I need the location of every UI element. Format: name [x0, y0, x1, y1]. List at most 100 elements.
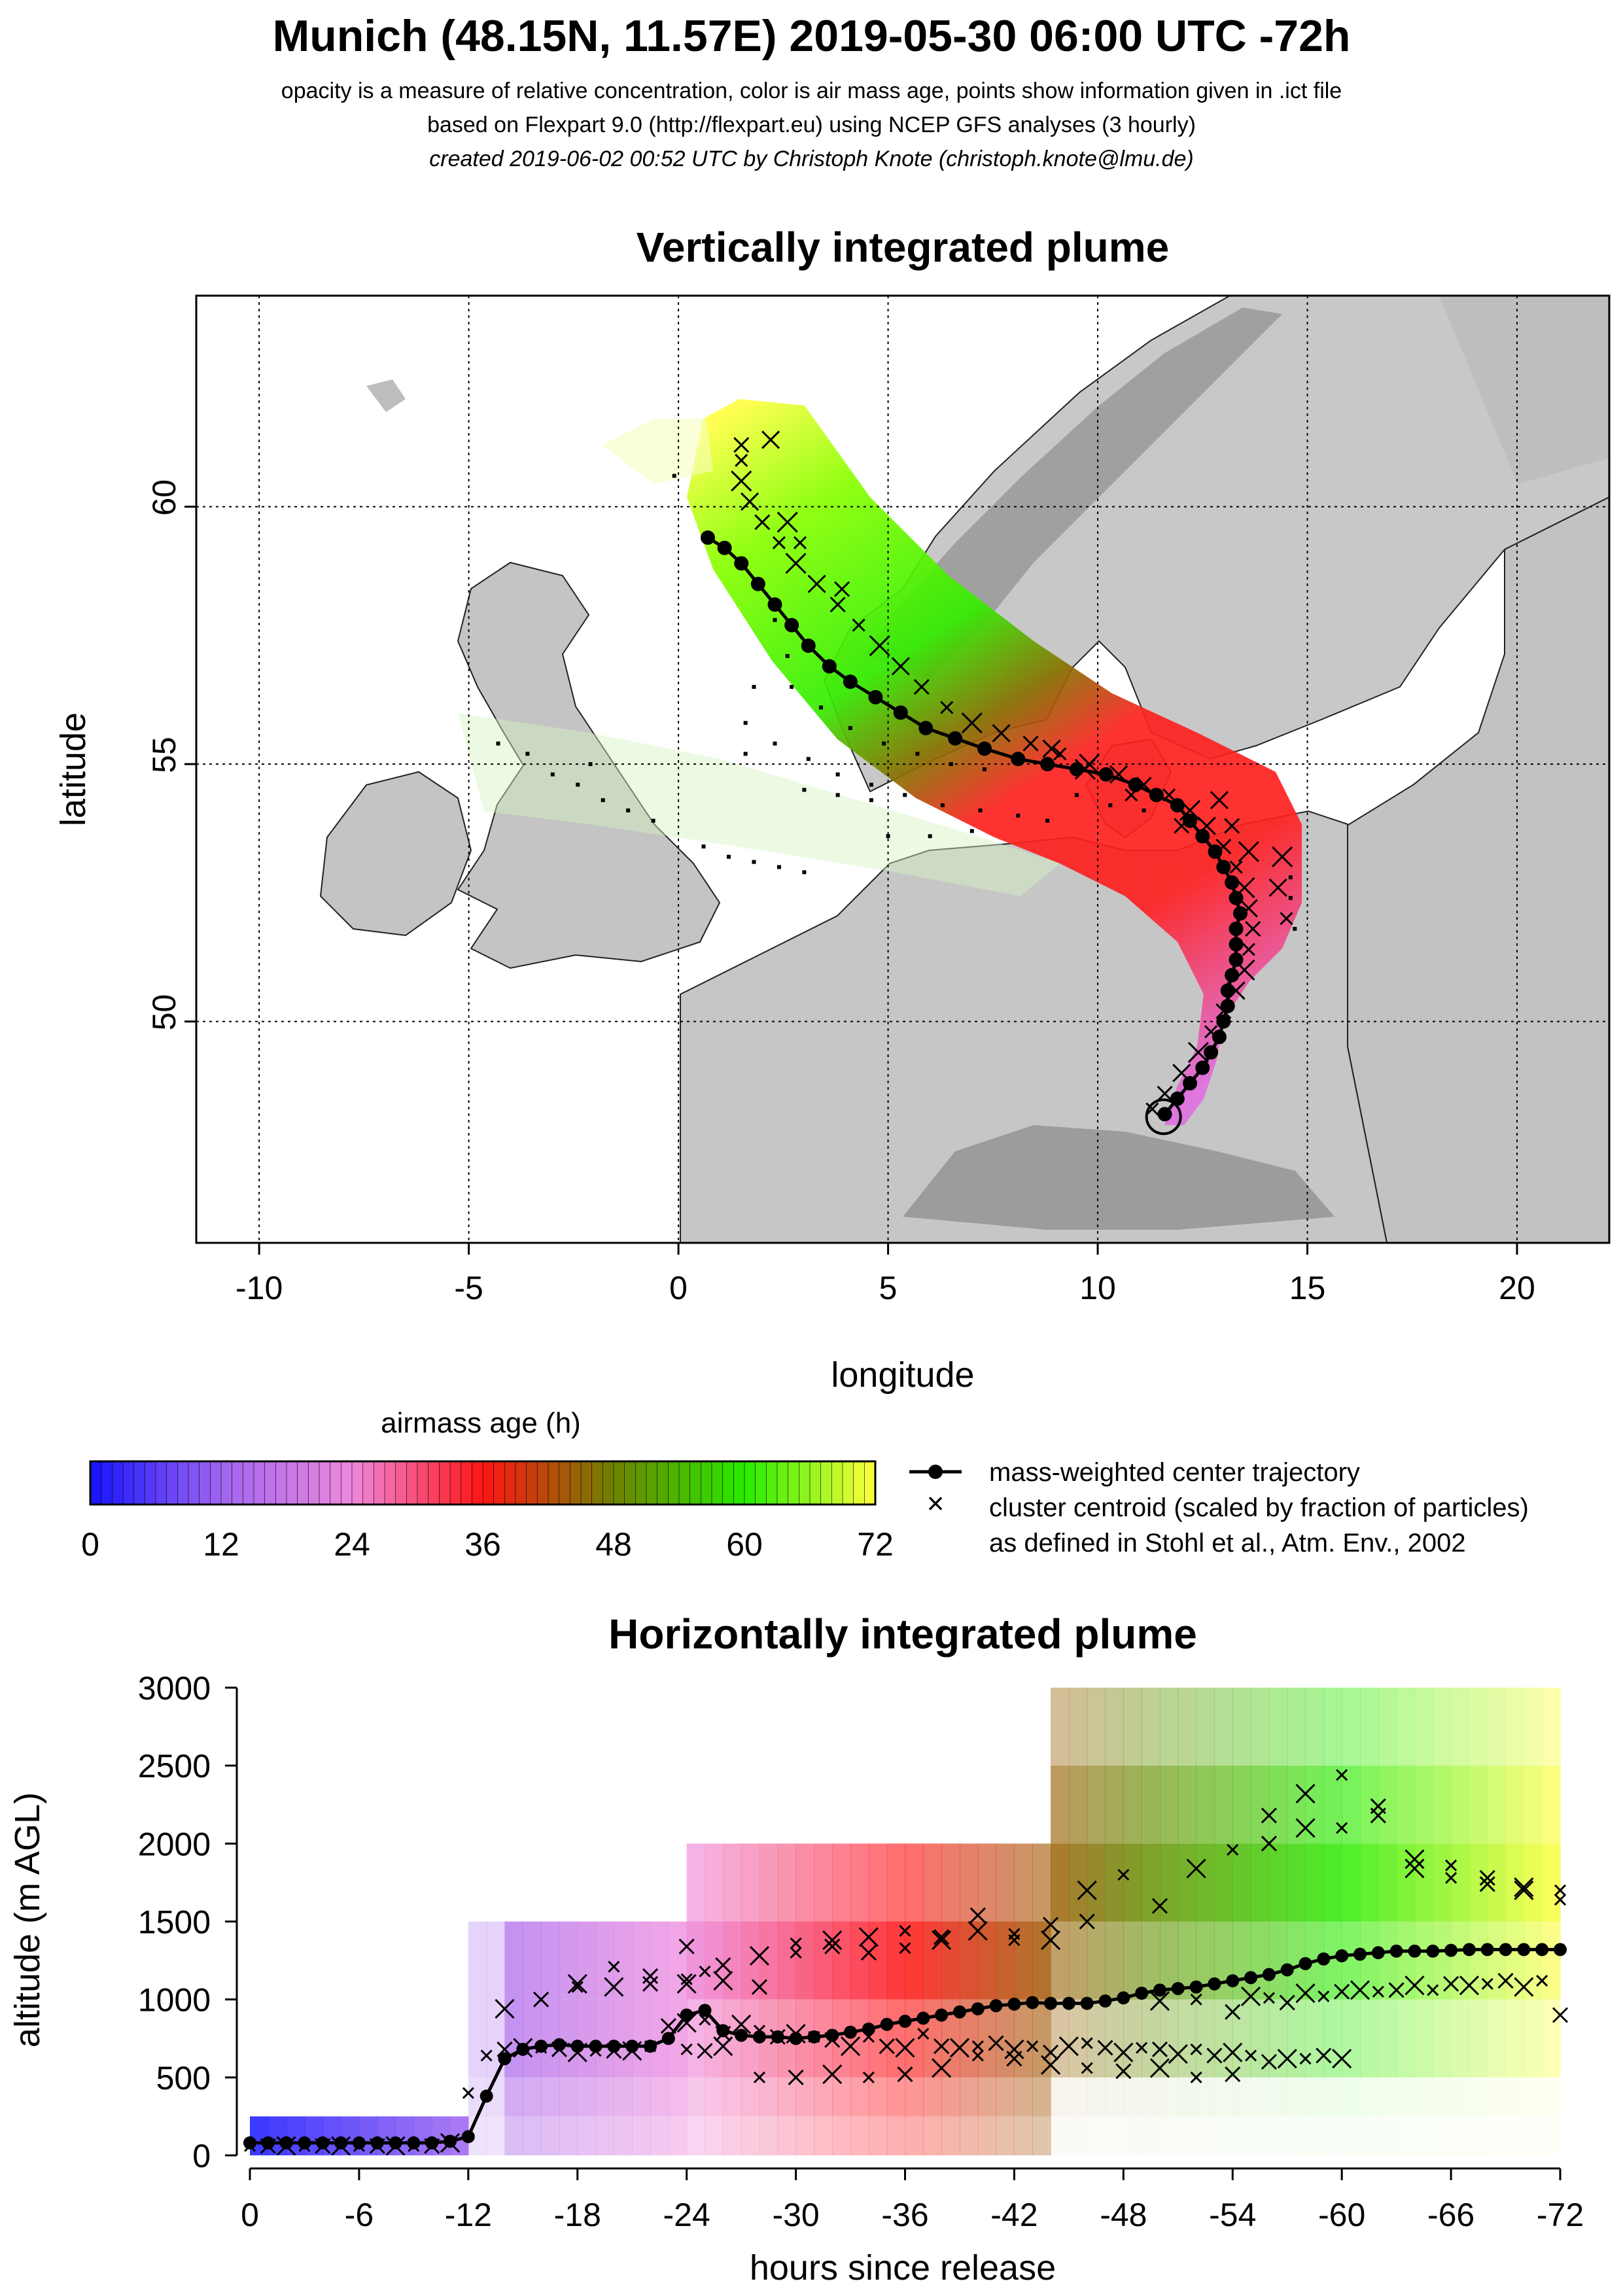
altitude-field-cell — [868, 2116, 888, 2155]
map-ytick-label: 50 — [146, 994, 183, 1031]
altitude-field-cell — [1469, 1999, 1488, 2078]
altitude-field-cell — [541, 2116, 560, 2155]
altitude-center-trajectory-point — [1171, 1981, 1185, 1995]
altitude-field-cell — [1251, 1999, 1270, 2078]
altitude-xtick-label: -24 — [663, 2197, 710, 2233]
map-xtick-label: 0 — [669, 1270, 688, 1306]
map-center-trajectory-point — [1232, 906, 1248, 921]
altitude-cluster-centroid — [897, 2066, 913, 2083]
altitude-center-trajectory-point — [1317, 1952, 1331, 1966]
altitude-field-cell — [996, 2077, 1015, 2117]
altitude-cluster-centroid — [862, 2071, 875, 2083]
colorbar-cell — [864, 1461, 877, 1505]
altitude-field-cell — [559, 2116, 578, 2155]
map-center-trajectory-point — [868, 689, 883, 704]
colorbar-cell — [264, 1461, 277, 1505]
altitude-cluster-centroid — [1405, 1975, 1425, 1996]
altitude-cluster-centroid — [1427, 1984, 1439, 1996]
altitude-xtick-label: -36 — [881, 2197, 928, 2233]
altitude-center-trajectory-point — [534, 2040, 548, 2053]
altitude-cluster-centroid — [1316, 2047, 1332, 2064]
altitude-field-cell — [814, 1843, 833, 1922]
colorbar-cell — [722, 1461, 735, 1505]
altitude-field-cell — [468, 1921, 487, 2000]
colorbar-cell — [275, 1461, 288, 1505]
altitude-field-cell — [1414, 1999, 1433, 2078]
altitude-field-cell — [1123, 1999, 1142, 2078]
altitude-cluster-centroid — [1225, 2004, 1241, 2020]
altitude-center-trajectory-point — [844, 2025, 858, 2039]
altitude-cluster-centroid — [1552, 2007, 1569, 2023]
map-center-trajectory-point — [1229, 937, 1244, 952]
altitude-field-cell — [1196, 1765, 1215, 1844]
altitude-field-cell — [1323, 1688, 1342, 1766]
altitude-field-cell — [1542, 1688, 1561, 1766]
altitude-center-trajectory-point — [570, 2040, 584, 2053]
colorbar-cell — [232, 1461, 244, 1505]
altitude-cluster-centroid — [1058, 2036, 1079, 2057]
map-cluster-centroid — [1245, 920, 1261, 937]
map-small-point — [940, 803, 945, 808]
altitude-field-cell — [1268, 1921, 1288, 2000]
altitude-field-cell — [1323, 1999, 1342, 2078]
altitude-field-cell — [832, 2116, 851, 2155]
altitude-panel: 0 -6 -12 -18 -24 -30 -36 -42 -48 -54 -60 -66 -72 0 500… — [138, 1670, 1584, 2233]
colorbar-label: airmass age (h) — [381, 1407, 581, 1439]
altitude-field-cell — [705, 2116, 724, 2155]
altitude-cluster-centroid — [749, 1945, 770, 1966]
map-center-trajectory-point — [1229, 921, 1244, 936]
map-cluster-centroid — [1022, 735, 1039, 752]
altitude-field-cell — [850, 1921, 869, 2000]
colorbar-cell — [820, 1461, 833, 1505]
altitude-cluster-centroid — [1149, 2058, 1170, 2078]
altitude-field-cell — [1524, 2077, 1543, 2117]
altitude-cluster-centroid — [604, 1977, 624, 1997]
altitude-field-cell — [1305, 1688, 1324, 1766]
altitude-center-trajectory-point — [880, 2017, 894, 2031]
altitude-field-cell — [468, 1999, 487, 2078]
map-center-trajectory-point — [1216, 1014, 1231, 1029]
altitude-field-cell — [1287, 1688, 1306, 1766]
map-small-point — [588, 762, 593, 767]
altitude-field-cell — [1305, 2077, 1324, 2117]
altitude-field-cell — [1087, 2077, 1106, 2117]
map-cluster-centroid — [1053, 747, 1067, 761]
altitude-field-cell — [1505, 2077, 1524, 2117]
colorbar-cell — [570, 1461, 582, 1505]
altitude-cluster-centroid — [934, 1929, 950, 1945]
altitude-cluster-centroid — [1006, 2051, 1022, 2067]
map-center-trajectory-point — [1229, 890, 1244, 905]
altitude-ytick-label: 2000 — [138, 1826, 211, 1862]
altitude-center-trajectory-point — [789, 2032, 803, 2045]
altitude-field-cell — [850, 2077, 869, 2117]
altitude-field-cell — [668, 1921, 688, 2000]
altitude-field-cell — [1396, 1688, 1416, 1766]
map-center-trajectory-point — [977, 741, 992, 756]
altitude-field-cell — [1451, 1999, 1470, 2078]
altitude-field-cell — [1268, 2077, 1288, 2117]
altitude-field-cell — [1287, 1843, 1306, 1922]
altitude-center-trajectory-point — [1262, 1968, 1276, 1981]
altitude-cluster-centroid — [1081, 2062, 1093, 2074]
altitude-field-cell — [614, 1921, 633, 2000]
colorbar-cell — [809, 1461, 822, 1505]
altitude-cluster-centroid — [1318, 1990, 1330, 2002]
altitude-xtick-label: 0 — [241, 2197, 259, 2233]
altitude-center-trajectory-point — [1117, 1991, 1130, 2005]
altitude-field-cell — [996, 1843, 1015, 1922]
colorbar-cell — [668, 1461, 680, 1505]
altitude-cluster-centroid — [1536, 1975, 1548, 1987]
map-center-trajectory-point — [843, 674, 858, 689]
altitude-field-cell — [959, 2077, 979, 2117]
colorbar-cell — [591, 1461, 604, 1505]
altitude-field-cell — [1505, 1921, 1524, 2000]
altitude-center-trajectory-point — [243, 2136, 256, 2149]
altitude-field-cell — [1123, 2116, 1142, 2155]
map-ytick-label: 60 — [146, 479, 183, 516]
map-cluster-centroid — [772, 536, 786, 549]
altitude-ytick-label: 2500 — [138, 1748, 211, 1784]
colorbar-cell — [548, 1461, 560, 1505]
map-center-trajectory-point — [784, 617, 799, 633]
altitude-field-cell — [1542, 2116, 1560, 2155]
map-xtick-label: -5 — [454, 1270, 483, 1306]
